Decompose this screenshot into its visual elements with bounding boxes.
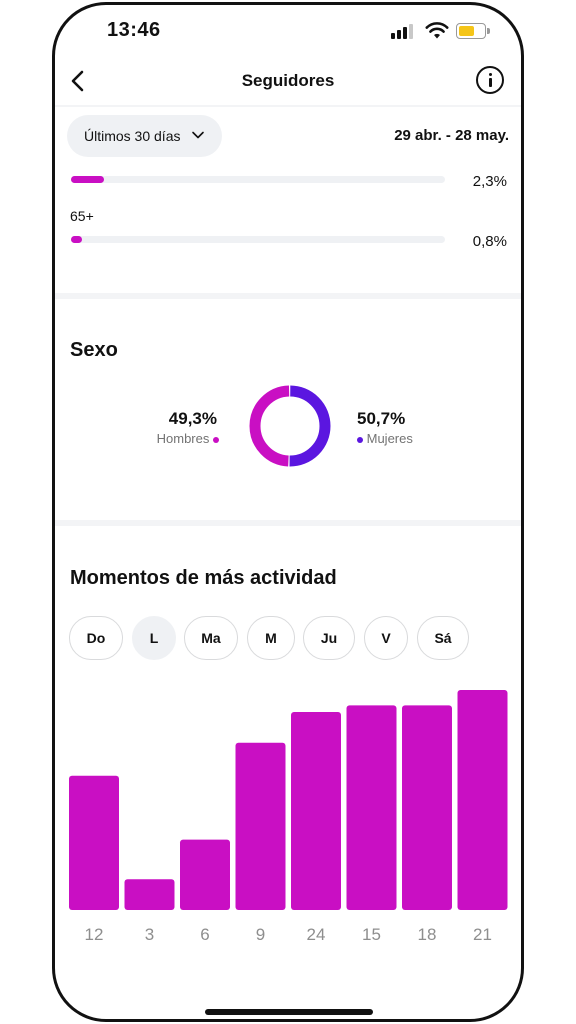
activity-bar-15 — [346, 705, 397, 910]
date-range-dropdown[interactable]: Últimos 30 días — [67, 115, 222, 157]
activity-bar-3 — [124, 879, 175, 910]
age-percent: 0,8% — [472, 233, 507, 250]
cellular-signal-icon — [391, 24, 413, 39]
section-divider — [55, 293, 521, 299]
activity-tick-label-24: 24 — [307, 925, 326, 944]
women-percent: 50,7% — [357, 409, 406, 428]
back-arrow-icon[interactable] — [65, 67, 93, 95]
activity-tick-label-3: 3 — [145, 925, 154, 944]
activity-bar-24 — [291, 712, 341, 910]
women-slice — [249, 385, 331, 467]
men-legend: Hombres — [157, 431, 219, 446]
activity-tick-label-18: 18 — [418, 925, 437, 944]
battery-icon — [456, 23, 486, 39]
status-time: 13:46 — [107, 19, 161, 41]
activity-section-title: Momentos de más actividad — [70, 567, 337, 589]
activity-tick-label-15: 15 — [362, 925, 381, 944]
nav-header: Seguidores — [55, 57, 521, 105]
day-chip-ma[interactable]: Ma — [184, 616, 238, 660]
age-bar-track — [71, 176, 445, 183]
activity-bar-6 — [180, 839, 230, 910]
home-indicator[interactable] — [205, 1009, 373, 1015]
day-chip-v[interactable]: V — [364, 616, 408, 660]
section-divider — [55, 520, 521, 526]
phone-frame: 13:46 Seguidores Últimos 30 días 29 abr — [52, 2, 524, 1022]
men-percent: 49,3% — [168, 409, 217, 428]
date-range-text: 29 abr. - 28 may. — [394, 127, 509, 144]
activity-bar-chart: 12 3 6 9 24 15 18 21 — [69, 690, 508, 944]
header-divider — [55, 105, 521, 107]
gender-section-title: Sexo — [70, 339, 118, 361]
wifi-icon — [425, 22, 449, 39]
info-icon[interactable] — [476, 66, 504, 94]
women-label: Mujeres — [366, 431, 413, 446]
activity-tick-label-6: 6 — [200, 925, 209, 944]
age-label: 65+ — [70, 208, 94, 224]
activity-tick-label-9: 9 — [256, 925, 265, 944]
activity-tick-label-21: 21 — [473, 925, 492, 944]
women-legend: Mujeres — [357, 431, 413, 446]
activity-tick-label-12: 12 — [85, 925, 104, 944]
chevron-down-icon — [192, 131, 204, 139]
day-chip-do[interactable]: Do — [69, 616, 123, 660]
activity-bar-21 — [457, 690, 508, 910]
page-title: Seguidores — [241, 71, 335, 90]
age-bar-track — [71, 236, 445, 243]
men-slice — [249, 385, 331, 467]
day-chip-m[interactable]: M — [247, 616, 295, 660]
day-chip-sá[interactable]: Sá — [417, 616, 469, 660]
activity-bar-12 — [69, 775, 119, 910]
age-bar-fill — [71, 176, 104, 183]
men-color-dot — [213, 436, 219, 443]
status-bar: 13:46 — [55, 5, 521, 57]
day-chip-ju[interactable]: Ju — [303, 616, 355, 660]
gender-donut-chart — [249, 385, 331, 467]
battery-cap — [487, 28, 490, 34]
activity-bar-18 — [402, 705, 452, 910]
age-bar-fill — [71, 236, 83, 243]
activity-bar-9 — [235, 742, 286, 910]
date-range-label: Últimos 30 días — [84, 128, 181, 144]
men-label: Hombres — [156, 431, 210, 446]
women-color-dot — [357, 436, 363, 443]
age-percent: 2,3% — [472, 173, 507, 190]
day-chip-l[interactable]: L — [132, 616, 176, 660]
